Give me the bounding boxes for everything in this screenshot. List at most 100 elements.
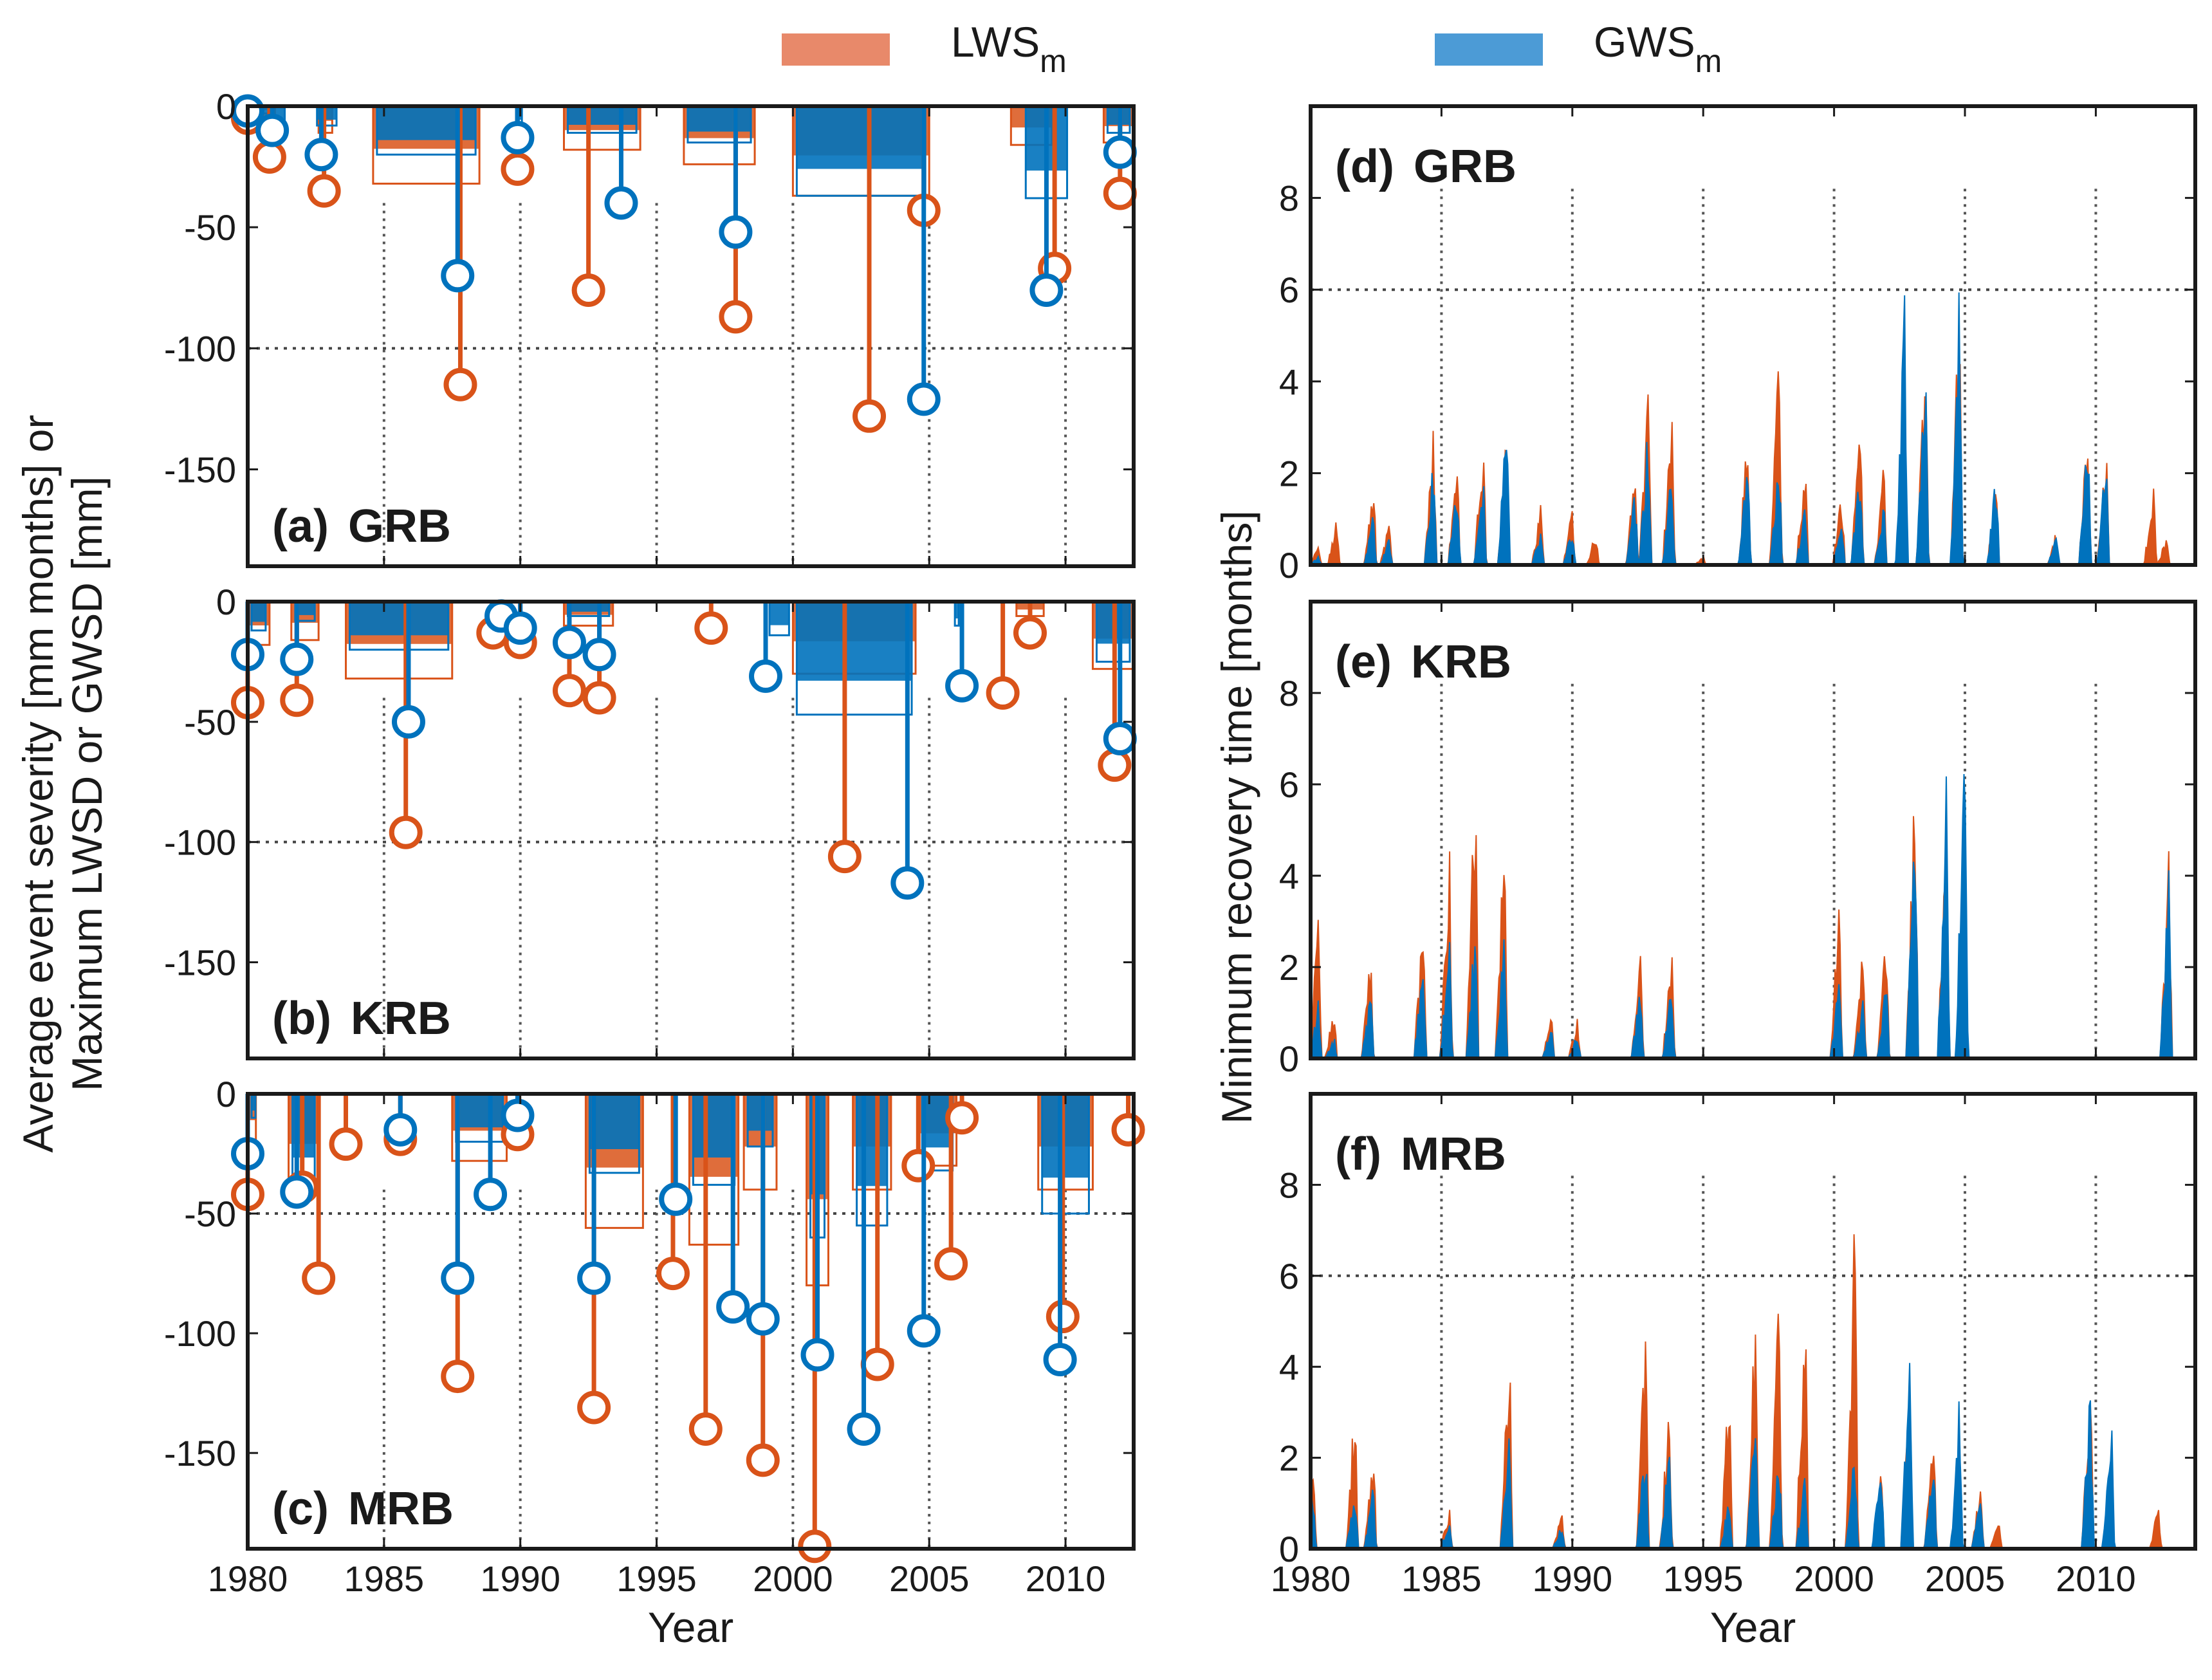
xtick-label: 2005 [1925, 1558, 2005, 1599]
panel-f: 0 2 4 6 8 1980 1985 1990 1995 2000 2005 2010 Year (f)… [1271, 1092, 2197, 1651]
lws-max-marker [656, 1257, 690, 1291]
axes-frame [246, 600, 1136, 1060]
xtick-label: 1980 [208, 1558, 288, 1599]
ytick-label: 2 [1279, 453, 1299, 494]
xtick-label: 2010 [2056, 1558, 2136, 1599]
gws-event-fill [349, 602, 448, 636]
gws-max-marker [847, 1412, 881, 1446]
ytick-label: -50 [184, 1194, 236, 1234]
xtick-label: 2010 [1026, 1558, 1106, 1599]
lws-max-marker [307, 174, 341, 208]
lws-max-marker [1013, 616, 1047, 650]
panel-letter: (f) [1335, 1129, 1381, 1180]
gws-max-marker [1103, 135, 1137, 169]
ytick-label: 0 [216, 582, 236, 622]
gws-event-fill [770, 602, 789, 625]
xlabel: Year [1710, 1603, 1796, 1651]
gws-recovery-area [1310, 292, 2195, 566]
gws-max-marker [907, 382, 941, 416]
gws-max-marker [945, 669, 979, 703]
xtick-label: 1990 [480, 1558, 560, 1599]
lws-max-marker [986, 676, 1020, 710]
lws-max-marker [827, 840, 862, 874]
xtick-label: 1985 [1401, 1558, 1482, 1599]
lws-max-marker [441, 1360, 475, 1394]
gws-max-marker [383, 1112, 418, 1147]
lws-max-marker [901, 1149, 935, 1183]
panel-c: 0 -50 -100 -150 1980 1985 1990 1995 2000 2005 2010… [164, 1074, 1145, 1651]
panel-letter: (d) [1335, 141, 1394, 192]
gws-max-marker [577, 1261, 611, 1295]
ytick-label: 0 [1279, 1038, 1299, 1079]
gws-max-marker [304, 138, 338, 172]
lws-max-marker [688, 1412, 723, 1446]
gws-max-marker [1029, 273, 1064, 307]
gws-max-marker [1103, 722, 1137, 755]
gws-event-fill [295, 602, 315, 615]
left-ylabel-line2: Maximum LWSD or GWSD [mm] [63, 476, 111, 1091]
lws-recovery-area [1310, 364, 2195, 566]
xtick-label: 1995 [1663, 1558, 1744, 1599]
xtick-label: 1985 [344, 1558, 425, 1599]
axes-frame [246, 1092, 1136, 1551]
lws-max-marker [1098, 748, 1132, 782]
xtick-label: 1980 [1271, 1558, 1351, 1599]
panel-basin: KRB [1411, 636, 1511, 688]
ytick-label: -100 [164, 1313, 236, 1354]
lws-max-marker [1103, 176, 1137, 210]
legend-lws-sub: m [1040, 43, 1067, 79]
ytick-label: -50 [184, 702, 236, 743]
panel-label: (a) GRB [272, 501, 451, 552]
ytick-label: -150 [164, 1433, 236, 1473]
panel-letter: (b) [272, 993, 331, 1044]
gws-max-marker [907, 1314, 941, 1348]
panel-basin: MRB [348, 1483, 454, 1535]
gws-event-fill [693, 1094, 735, 1158]
gws-max-marker [582, 638, 616, 672]
panel-d: 0 2 4 6 8 (d) GRB [1279, 104, 2197, 586]
gws-max-marker [280, 642, 314, 676]
ytick-label: 0 [216, 1074, 236, 1114]
lws-max-marker [280, 683, 314, 717]
lws-max-marker [934, 1247, 968, 1281]
gws-max-marker [746, 1302, 780, 1336]
panel-label: (c) MRB [272, 1483, 454, 1535]
ytick-label: 6 [1279, 1256, 1299, 1297]
ytick-label: 8 [1279, 673, 1299, 714]
lws-max-marker [501, 152, 535, 186]
panel-basin: KRB [351, 993, 451, 1044]
ytick-label: 0 [216, 86, 236, 127]
gws-max-marker [749, 659, 783, 693]
ytick-label: 4 [1279, 856, 1299, 896]
ytick-label: 6 [1279, 270, 1299, 310]
gws-max-marker [552, 625, 586, 660]
gws-max-marker [1043, 1343, 1077, 1377]
gws-max-marker [719, 215, 753, 249]
lws-max-marker [1046, 1300, 1080, 1334]
ytick-label: 6 [1279, 764, 1299, 805]
gws-max-marker [474, 1177, 508, 1212]
ytick-label: 0 [1279, 545, 1299, 586]
lws-max-marker [860, 1347, 894, 1381]
lws-max-marker [582, 681, 616, 715]
ytick-label: 4 [1279, 1347, 1299, 1387]
xtick-label: 2000 [1794, 1558, 1874, 1599]
gws-max-marker [501, 120, 535, 154]
legend-lws-main: LWS [951, 18, 1040, 66]
legend-gws-swatch [1435, 33, 1543, 66]
panel-basin: MRB [1401, 1129, 1506, 1180]
gws-event-fill [856, 1094, 887, 1186]
legend: LWSm GWSm [782, 18, 1722, 79]
lws-max-marker [798, 1529, 832, 1564]
lws-max-marker [571, 273, 605, 307]
gws-max-marker [659, 1182, 693, 1216]
gws-max-marker [441, 1261, 475, 1295]
axes-frame [1309, 104, 2197, 567]
lws-max-marker [746, 1443, 780, 1477]
lws-max-marker [945, 1101, 979, 1135]
ytick-label: 8 [1279, 1165, 1299, 1205]
ytick-label: -100 [164, 822, 236, 863]
gws-event-fill [1042, 1094, 1089, 1178]
left-ylabel-line1: Average event severity [mm months] or [14, 415, 62, 1153]
